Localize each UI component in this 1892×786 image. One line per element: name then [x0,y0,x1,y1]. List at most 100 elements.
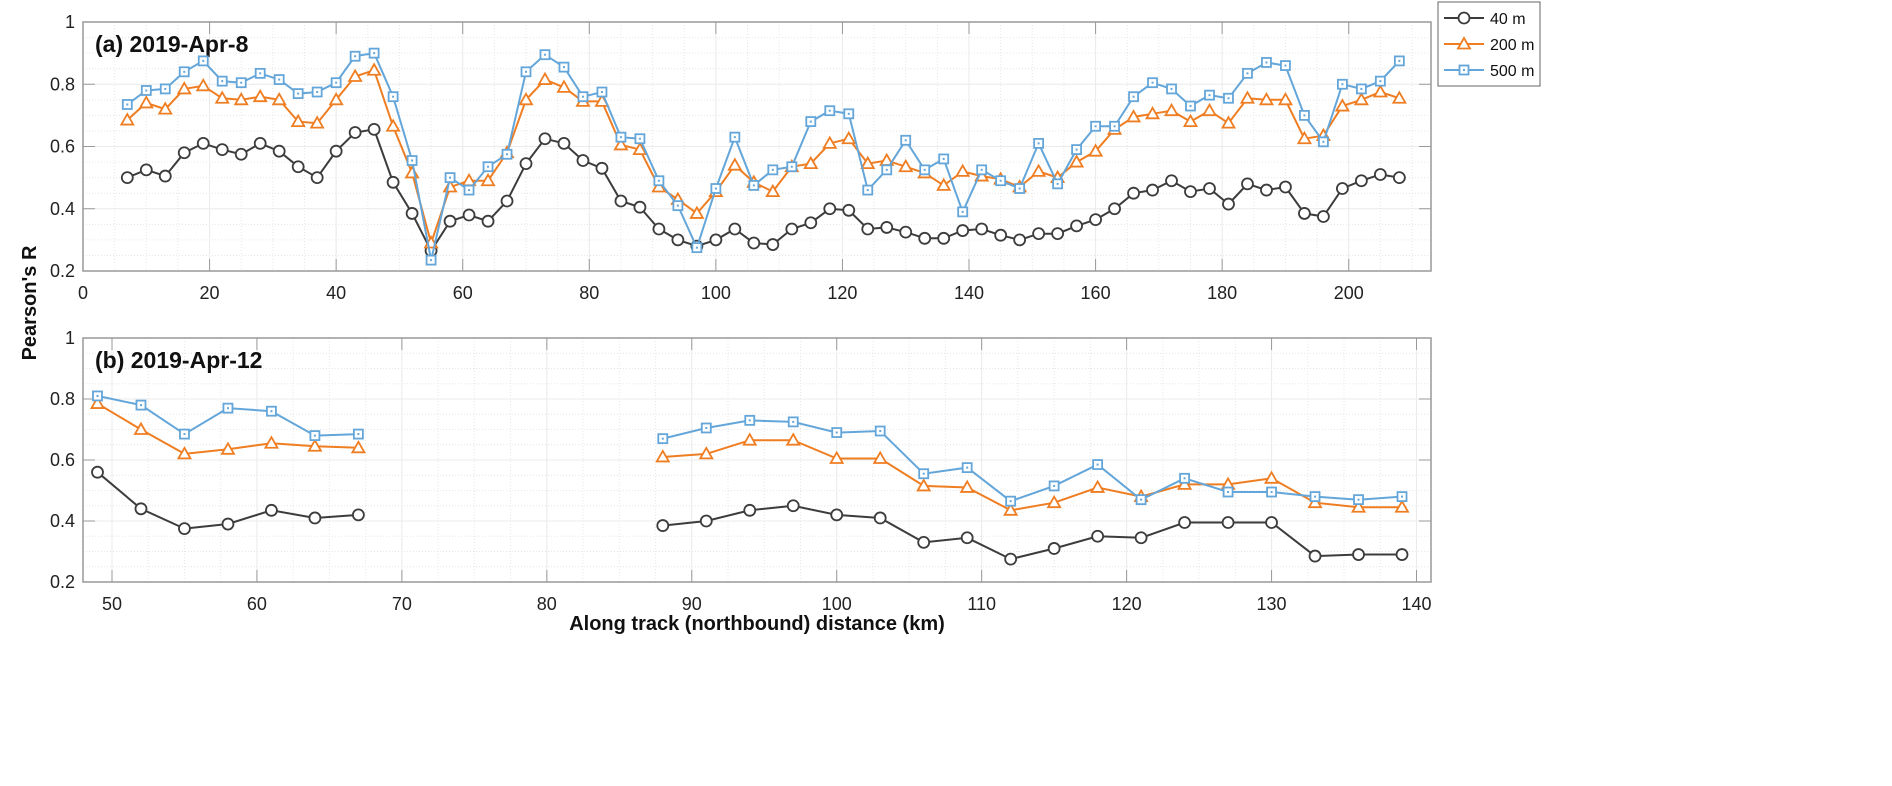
data-point-dot [1053,484,1056,487]
data-point-dot [1357,498,1360,501]
data-point-dot [468,189,471,192]
y-tick-label: 1 [65,328,75,348]
data-point [1350,499,1367,513]
data-point [1144,106,1161,120]
data-point [841,130,857,145]
data-point-dot [430,259,433,262]
data-point [899,225,913,239]
data-point [1165,174,1178,188]
data-point-dot [126,103,129,106]
data-point [195,77,211,92]
data-point [265,503,278,517]
data-point-dot [1303,114,1306,117]
data-point [766,238,780,251]
x-tick-label: 40 [326,283,346,303]
y-axis-label: Pearson's R [19,245,41,360]
data-point-dot [164,87,167,90]
data-point-dot [980,168,983,171]
legend-label: 500 m [1490,63,1534,80]
data-point [1046,494,1062,509]
data-point-dot [1246,72,1249,75]
data-point [689,205,705,219]
data-point-dot [866,189,869,192]
data-point [538,132,552,146]
data-point-dot [714,187,717,190]
data-point [880,221,894,234]
data-point [613,137,629,151]
data-point-dot [942,157,945,160]
data-point-dot [313,434,316,437]
data-point [860,155,876,170]
data-point-dot [240,81,243,84]
data-point [1004,552,1018,566]
data-point [119,112,135,126]
data-point [1239,90,1256,104]
data-point-dot [449,176,452,179]
data-point-dot [487,165,490,168]
data-point-dot [1189,105,1192,108]
data-point-dot [316,91,319,94]
data-point-dot [139,404,142,407]
data-point-dot [562,66,565,69]
data-point-dot [525,70,528,73]
x-tick-label: 130 [1257,594,1287,614]
data-point [1296,130,1312,145]
data-point [1335,182,1349,195]
data-point [91,465,104,479]
data-point [1051,227,1065,241]
series-40m [91,465,1409,566]
data-point [742,432,758,446]
data-point [221,517,235,531]
legend-label: 200 m [1490,37,1534,54]
data-point [917,535,931,549]
data-point [785,432,801,446]
data-point [1182,113,1199,127]
data-point [1352,548,1365,561]
data-point [1394,499,1410,513]
data-point [220,441,236,455]
data-point [291,160,305,174]
data-point [139,163,153,177]
data-point-dot [278,78,281,81]
data-point-dot [183,70,186,73]
data-point [1221,516,1235,529]
data-point [328,91,344,106]
data-point [1308,549,1322,563]
data-point [1391,90,1407,104]
data-point-dot [828,109,831,112]
data-point [1353,91,1369,106]
data-point [829,450,845,464]
data-point [655,449,671,463]
data-point [1201,102,1218,117]
data-point [263,435,279,449]
series-500m [92,390,1408,507]
data-point-dot [1379,80,1382,83]
legend-label: 40 m [1490,11,1526,28]
data-point [252,88,268,103]
x-tick-label: 140 [954,283,984,303]
legend-marker [1457,11,1471,25]
data-point [556,79,572,93]
data-point [633,200,647,214]
y-tick-label: 0.8 [50,74,75,94]
data-point [519,157,533,171]
data-point [133,421,149,435]
data-point [385,118,401,132]
data-point-dot [1132,95,1135,98]
data-point-dot [1401,495,1404,498]
data-point-dot [792,420,795,423]
data-point [898,158,914,173]
x-axis-label: Along track (northbound) distance (km) [569,613,945,635]
data-point [308,511,322,525]
data-point [405,207,419,220]
data-point-dot [226,407,229,410]
data-point-dot [392,95,395,98]
axes-box [82,21,1432,272]
data-point [576,154,590,167]
data-point [975,222,989,236]
data-point-dot [221,80,224,83]
data-point [271,91,287,106]
x-tick-label: 200 [1334,283,1364,303]
data-point-dot [966,466,969,469]
